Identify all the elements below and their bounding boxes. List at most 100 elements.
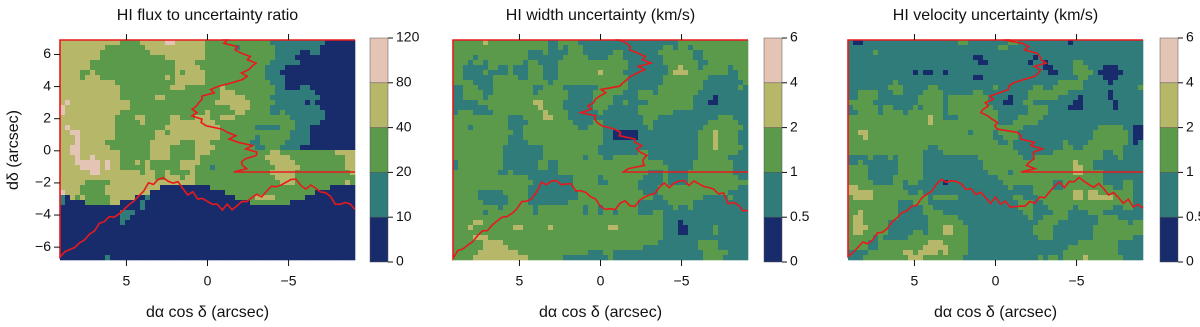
map-cell <box>120 160 125 165</box>
map-cell <box>120 60 125 65</box>
map-cell <box>593 55 598 60</box>
map-cell <box>568 195 573 200</box>
map-cell <box>335 50 340 55</box>
map-cell <box>693 110 698 115</box>
map-cell <box>325 95 330 100</box>
map-cell <box>350 235 355 240</box>
map-cell <box>458 230 463 235</box>
map-cell <box>190 245 195 250</box>
map-cell <box>628 140 633 145</box>
map-cell <box>568 155 573 160</box>
map-cell <box>458 60 463 65</box>
map-cell <box>613 100 618 105</box>
map-cell <box>508 205 513 210</box>
map-cell <box>190 225 195 230</box>
map-cell <box>628 230 633 235</box>
map-cell <box>270 140 275 145</box>
map-cell <box>70 185 75 190</box>
map-cell <box>110 220 115 225</box>
map-cell <box>125 230 130 235</box>
map-cell <box>658 225 663 230</box>
map-cell <box>150 145 155 150</box>
map-cell <box>155 160 160 165</box>
map-cell <box>100 250 105 255</box>
map-cell <box>718 165 723 170</box>
map-cell <box>503 45 508 50</box>
map-cell <box>325 50 330 55</box>
map-cell <box>513 100 518 105</box>
map-cell <box>105 70 110 75</box>
map-cell <box>190 205 195 210</box>
map-cell <box>200 80 205 85</box>
map-cell <box>235 110 240 115</box>
map-cell <box>508 235 513 240</box>
map-cell <box>130 45 135 50</box>
map-cell <box>673 160 678 165</box>
map-cell <box>175 225 180 230</box>
map-cell <box>483 170 488 175</box>
map-cell <box>578 230 583 235</box>
map-cell <box>733 190 738 195</box>
map-cell <box>305 215 310 220</box>
map-cell <box>350 245 355 250</box>
map-cell <box>330 140 335 145</box>
map-cell <box>538 160 543 165</box>
map-cell <box>300 50 305 55</box>
map-cell <box>513 85 518 90</box>
map-cell <box>315 70 320 75</box>
map-cell <box>543 230 548 235</box>
map-cell <box>165 70 170 75</box>
map-cell <box>280 210 285 215</box>
map-cell <box>638 210 643 215</box>
map-cell <box>553 215 558 220</box>
map-cell <box>220 160 225 165</box>
map-cell <box>483 140 488 145</box>
map-cell <box>643 100 648 105</box>
map-cell <box>568 225 573 230</box>
map-cell <box>265 250 270 255</box>
map-cell <box>180 55 185 60</box>
map-cell <box>225 185 230 190</box>
map-cell <box>170 140 175 145</box>
map-cell <box>668 160 673 165</box>
map-cell <box>335 150 340 155</box>
map-cell <box>503 160 508 165</box>
map-cell <box>518 85 523 90</box>
map-cell <box>743 80 748 85</box>
map-cell <box>240 210 245 215</box>
map-cell <box>673 130 678 135</box>
map-cell <box>125 50 130 55</box>
map-cell <box>105 105 110 110</box>
map-cell <box>488 230 493 235</box>
map-cell <box>265 45 270 50</box>
map-cell <box>200 55 205 60</box>
map-cell <box>558 150 563 155</box>
map-cell <box>145 225 150 230</box>
map-cell <box>320 150 325 155</box>
map-cell <box>603 220 608 225</box>
map-cell <box>270 105 275 110</box>
map-cell <box>523 175 528 180</box>
map-cell <box>165 65 170 70</box>
map-cell <box>330 85 335 90</box>
map-cell <box>330 65 335 70</box>
map-cell <box>310 95 315 100</box>
map-cell <box>728 130 733 135</box>
map-cell <box>488 50 493 55</box>
map-cell <box>65 80 70 85</box>
map-cell <box>180 90 185 95</box>
map-cell <box>130 220 135 225</box>
map-cell <box>80 135 85 140</box>
map-cell <box>558 170 563 175</box>
map-cell <box>503 190 508 195</box>
map-cell <box>235 105 240 110</box>
map-cell <box>350 60 355 65</box>
map-cell <box>528 100 533 105</box>
map-cell <box>75 175 80 180</box>
map-cell <box>648 220 653 225</box>
map-cell <box>578 205 583 210</box>
map-cell <box>573 75 578 80</box>
map-cell <box>523 55 528 60</box>
map-cell <box>713 150 718 155</box>
map-cell <box>558 60 563 65</box>
